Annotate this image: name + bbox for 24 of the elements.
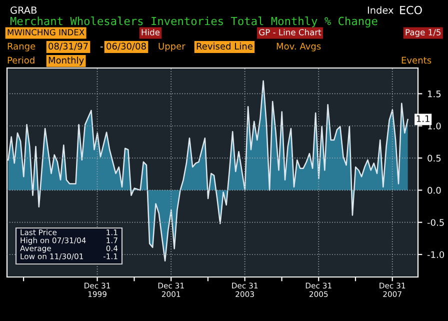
text: Monthly [48,56,84,66]
y-tick-label: -0.5 [427,219,444,226]
chart-title: Merchant Wholesalers Inventories Total Monthly % Change [10,16,378,28]
text: Hide [142,28,160,36]
y-tick-label: 0.5 [428,154,441,162]
text: - [100,46,103,48]
annotation: 1.1 [416,115,430,122]
text: ECO [400,6,422,14]
y-tick-label: 1.5 [428,90,441,98]
text: Range [8,42,36,52]
y-tick-label: -1.0 [427,251,444,258]
text: 08/31/97 [48,42,88,50]
text: 06/30/08 [106,42,146,50]
text: GP - Line Chart [259,28,322,36]
text: GRAB [10,6,37,14]
text: Page 1/5 [406,29,441,38]
text: Events [402,56,432,64]
y-tick-label: 0.0 [428,186,441,194]
text: MWINCHNG INDEX [8,29,84,36]
text: Mov. Avgs [276,42,321,52]
text: Revised Line [196,42,252,50]
text: Period [8,56,34,64]
text: Upper [158,42,186,52]
text: Index [368,6,394,14]
